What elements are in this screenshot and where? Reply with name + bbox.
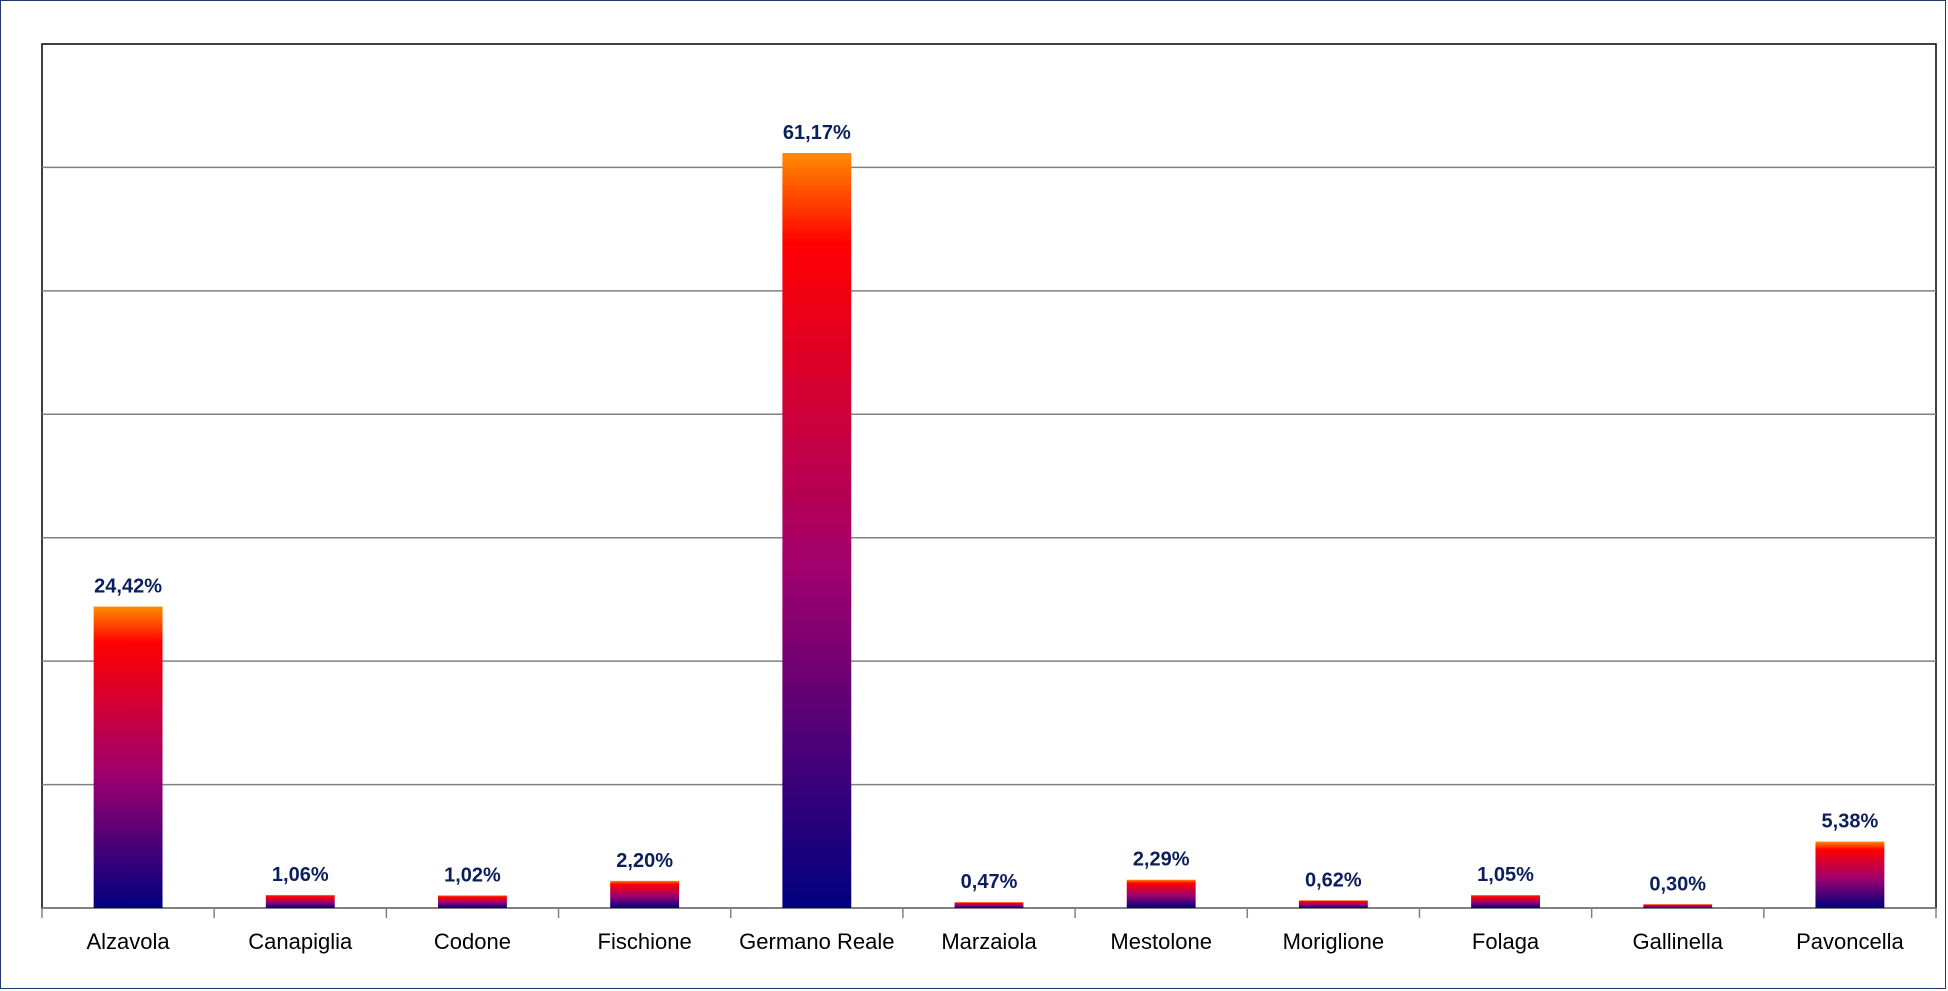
gridlines [42, 166, 1936, 786]
bar-germano-reale [782, 152, 852, 908]
data-label: 24,42% [94, 576, 162, 598]
data-label: 1,02% [444, 864, 501, 886]
x-axis [41, 907, 1937, 918]
category-label: Moriglione [1283, 929, 1385, 954]
plot-area [41, 43, 1937, 909]
bar-codone [438, 895, 507, 908]
data-label: 2,29% [1133, 849, 1190, 871]
bar-fischione [610, 880, 680, 908]
data-label: 2,20% [616, 850, 673, 872]
data-label: 1,06% [272, 864, 329, 886]
category-label: Alzavola [87, 929, 171, 954]
bar-canapiglia [265, 894, 335, 908]
data-label: 5,38% [1822, 811, 1879, 833]
data-label: 1,05% [1477, 864, 1534, 886]
category-labels: Alzavola Canapiglia Codone Fischione Germano… [87, 929, 1905, 954]
bar-pavoncella [1815, 841, 1885, 908]
category-label: Mestolone [1110, 929, 1212, 954]
data-label: 61,17% [783, 122, 851, 144]
category-label: Codone [434, 929, 511, 954]
data-labels: 24,42% 1,06% 1,02% 2,20% 61,17% 0,47% 2,29% 0,6… [94, 122, 1878, 895]
data-label: 0,30% [1649, 873, 1706, 895]
data-label: 0,62% [1305, 869, 1362, 891]
bar-alzavola [93, 606, 163, 908]
category-label: Fischione [598, 929, 692, 954]
bar-marzaiola [954, 902, 1024, 908]
category-label: Canapiglia [248, 929, 353, 954]
category-label: Pavoncella [1796, 929, 1904, 954]
bar-gallinella [1643, 904, 1713, 908]
bar-mestolone [1126, 879, 1196, 908]
data-label: 0,47% [961, 871, 1018, 893]
category-label: Gallinella [1632, 929, 1723, 954]
bar-folaga [1471, 895, 1540, 908]
bar-moriglione [1298, 900, 1368, 908]
category-label: Germano Reale [739, 929, 894, 954]
category-label: Folaga [1472, 929, 1540, 954]
category-label: Marzaiola [941, 929, 1037, 954]
bars [93, 152, 1885, 908]
